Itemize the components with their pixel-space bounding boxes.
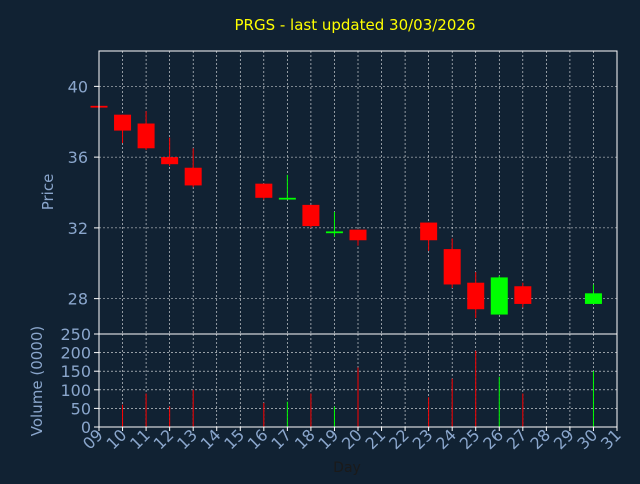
candle-body <box>325 231 343 234</box>
price-axis-label: Price <box>39 174 57 211</box>
candle-body <box>443 249 461 285</box>
candle-body <box>514 286 532 304</box>
price-tick-label: 40 <box>68 77 88 96</box>
volume-axis-label: Volume (0000) <box>28 326 46 436</box>
volume-tick-label: 50 <box>71 399 91 418</box>
candle-body <box>467 282 485 310</box>
candle-body <box>278 197 296 200</box>
candle-body <box>161 157 179 165</box>
day-axis-label: Day <box>333 460 361 476</box>
volume-tick-label: 150 <box>60 362 91 381</box>
candle-body <box>302 204 320 227</box>
candle-body <box>584 293 602 304</box>
candle-body <box>349 229 367 241</box>
chart-marks: 2832364005010015020025009101112131415161… <box>60 50 625 453</box>
candle-body <box>490 277 508 315</box>
candle-body <box>255 183 273 198</box>
volume-tick-label: 250 <box>60 325 91 344</box>
volume-tick-label: 0 <box>81 418 91 437</box>
volume-tick-label: 200 <box>60 344 91 363</box>
candle-body <box>137 123 155 149</box>
price-tick-label: 36 <box>68 148 88 167</box>
price-tick-label: 32 <box>68 219 88 238</box>
candle-body <box>184 167 202 186</box>
volume-tick-label: 100 <box>60 381 91 400</box>
candle-body <box>420 222 438 241</box>
chart-title: PRGS - last updated 30/03/2026 <box>235 16 476 34</box>
candle-body <box>114 114 132 131</box>
day-tick-label: 31 <box>597 425 625 453</box>
price-tick-label: 28 <box>68 290 88 309</box>
